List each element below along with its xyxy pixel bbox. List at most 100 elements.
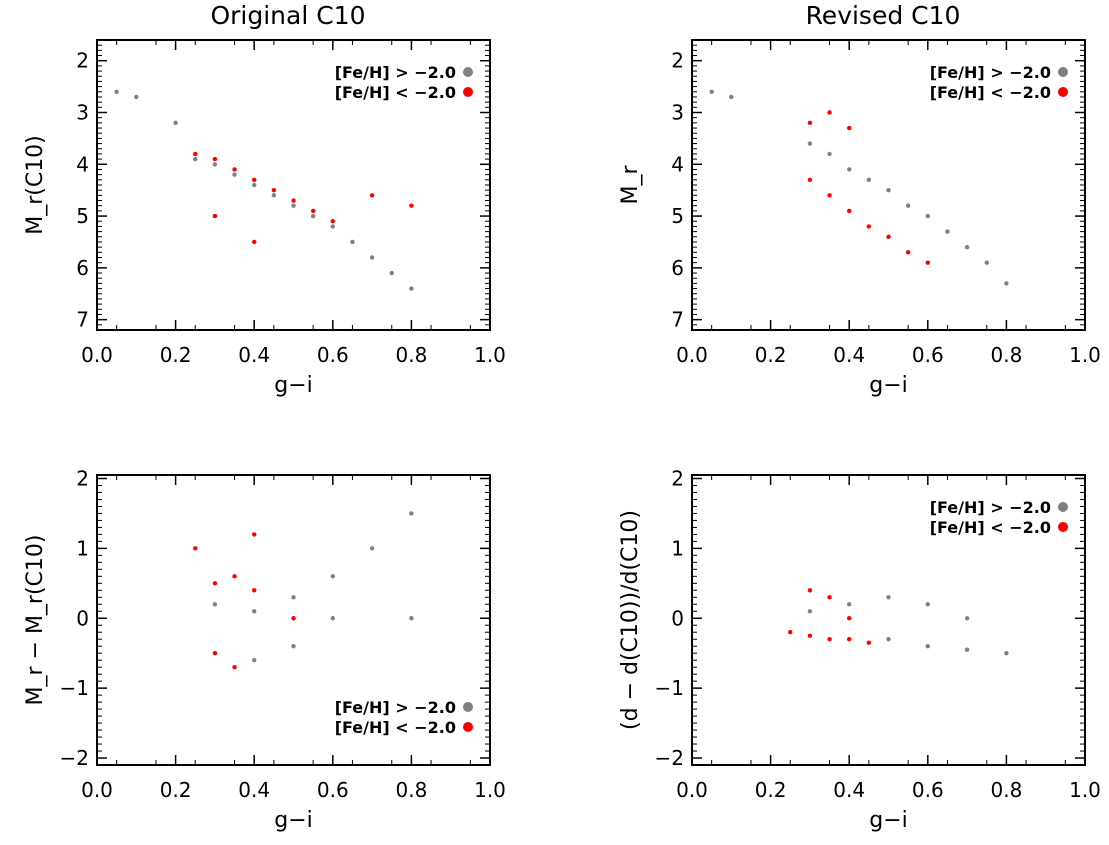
data-point: [212, 650, 218, 656]
data-point: [827, 110, 832, 115]
data-point: [369, 546, 375, 551]
y-tick-label: 5: [76, 204, 89, 228]
data-point: [114, 89, 119, 94]
legend-marker: [1058, 522, 1068, 532]
data-point: [291, 203, 296, 208]
y-tick-label: 0: [671, 606, 684, 630]
x-axis-label: g−i: [274, 373, 313, 398]
y-tick-label: 6: [671, 256, 684, 280]
data-point: [232, 167, 237, 172]
y-tick-label: 2: [671, 49, 684, 73]
data-point: [212, 162, 218, 167]
legend-label: [Fe/H] > −2.0: [335, 63, 456, 82]
data-point: [212, 581, 218, 586]
data-point: [945, 229, 950, 234]
x-tick-label: 1.0: [474, 778, 506, 802]
x-tick-label: 0.0: [81, 343, 113, 367]
y-tick-label: 5: [671, 204, 684, 228]
data-point: [847, 125, 852, 131]
data-point: [330, 219, 335, 224]
data-point: [291, 616, 296, 621]
data-point: [807, 141, 813, 146]
y-tick-label: −2: [655, 746, 684, 770]
data-point: [291, 198, 296, 203]
data-point: [866, 224, 872, 229]
legend-label: [Fe/H] > −2.0: [930, 63, 1051, 82]
data-point: [886, 234, 891, 239]
x-tick-label: 1.0: [1069, 778, 1101, 802]
data-point: [886, 637, 891, 642]
legend-label: [Fe/H] < −2.0: [335, 718, 456, 737]
y-tick-label: 2: [76, 466, 89, 490]
legend-label: [Fe/H] < −2.0: [930, 83, 1051, 102]
y-axis-label: (d − d(C10))/d(C10): [618, 510, 643, 730]
data-point: [827, 193, 832, 198]
data-point: [389, 270, 394, 276]
x-tick-label: 0.6: [317, 778, 349, 802]
legend-marker: [463, 87, 473, 97]
legend-label: [Fe/H] > −2.0: [335, 698, 456, 717]
y-tick-label: 7: [76, 308, 89, 332]
legend-marker: [463, 67, 473, 77]
data-point: [984, 260, 989, 265]
y-tick-label: 2: [76, 49, 89, 73]
x-tick-label: 0.4: [833, 343, 865, 367]
data-point: [330, 574, 335, 579]
data-point: [905, 250, 911, 255]
data-point: [866, 177, 872, 183]
data-point: [291, 644, 296, 649]
y-axis-label: M_r: [618, 165, 643, 205]
x-tick-label: 0.2: [755, 778, 787, 802]
x-tick-label: 0.4: [238, 343, 270, 367]
data-point: [350, 239, 355, 245]
x-axis-label: g−i: [869, 808, 908, 833]
chart-panel-top-left: 0.0 0.2 0.4 0.6 0.8 1.0 2 3 4 5 6 7 g−i M_r(C10) [Fe/H…: [23, 39, 506, 398]
data-point: [252, 532, 257, 537]
data-point: [964, 647, 970, 652]
data-point: [807, 177, 813, 183]
y-tick-label: 0: [76, 606, 89, 630]
data-point: [827, 151, 832, 157]
data-point: [409, 203, 414, 208]
panel-title-original: Original C10: [210, 1, 365, 30]
data-point: [905, 203, 911, 208]
data-point: [964, 244, 970, 250]
data-point: [807, 588, 813, 593]
data-point: [193, 151, 198, 157]
data-point: [310, 213, 316, 219]
data-point: [709, 89, 714, 94]
x-tick-label: 0.8: [990, 778, 1022, 802]
y-tick-label: 4: [76, 152, 89, 176]
x-tick-label: 0.6: [912, 343, 944, 367]
data-point: [252, 588, 257, 593]
data-point: [330, 224, 335, 229]
data-point: [964, 616, 970, 621]
plot-frame: [96, 474, 491, 766]
data-point: [369, 255, 375, 260]
y-tick-label: 3: [76, 101, 89, 125]
x-tick-label: 0.4: [833, 778, 865, 802]
y-tick-label: −1: [60, 676, 89, 700]
data-point: [925, 260, 930, 265]
data-point: [925, 213, 930, 219]
y-axis-label: M_r − M_r(C10): [23, 535, 48, 706]
data-point: [252, 657, 257, 663]
data-point: [212, 602, 218, 607]
data-point: [310, 208, 316, 214]
x-tick-label: 0.0: [676, 778, 708, 802]
x-tick-label: 0.8: [395, 778, 427, 802]
data-point: [232, 172, 237, 177]
x-tick-label: 1.0: [474, 343, 506, 367]
x-axis-label: g−i: [274, 808, 313, 833]
panels-group: 0.0 0.2 0.4 0.6 0.8 1.0 2 3 4 5 6 7 g−i M_r(C10) [Fe/H…: [23, 39, 1101, 833]
legend-marker: [463, 702, 473, 712]
data-point: [212, 213, 218, 219]
y-tick-label: 2: [671, 466, 684, 490]
data-point: [827, 637, 832, 642]
x-tick-label: 0.6: [317, 343, 349, 367]
x-tick-label: 0.6: [912, 778, 944, 802]
y-tick-label: 7: [671, 308, 684, 332]
data-point: [271, 193, 277, 198]
y-tick-label: −2: [60, 746, 89, 770]
